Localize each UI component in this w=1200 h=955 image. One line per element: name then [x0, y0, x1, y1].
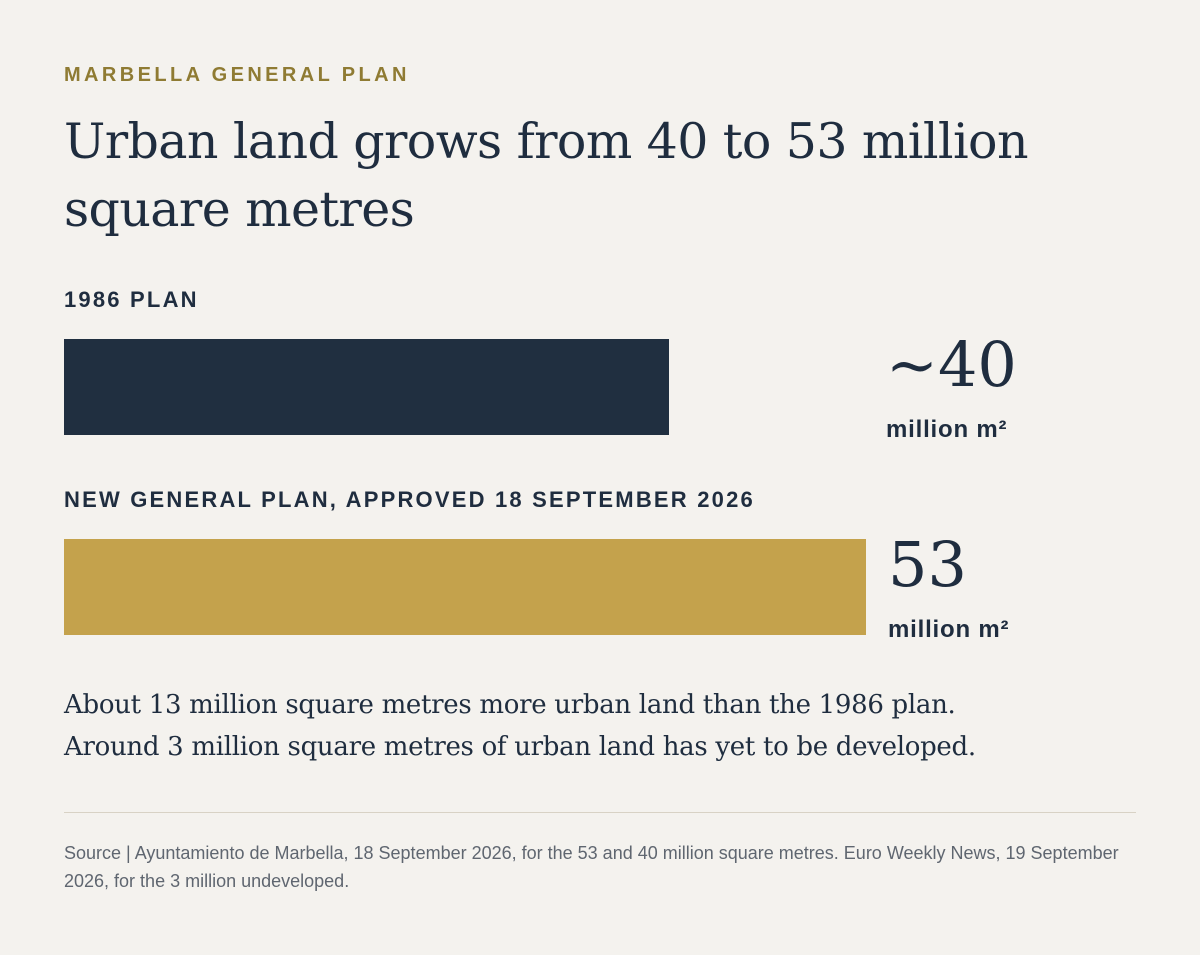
- divider: [64, 812, 1136, 813]
- bar-label-1986-plan: 1986 PLAN: [64, 287, 199, 312]
- unit-label-1986-plan: million m²: [886, 416, 1008, 443]
- chart-title: Urban land grows from 40 to 53 million s…: [64, 113, 1029, 238]
- unit-label-new-general-plan: million m²: [888, 616, 1010, 643]
- summary-line-2: Around 3 million square metres of urban …: [64, 732, 976, 762]
- summary-line-1: About 13 million square metres more urba…: [64, 690, 956, 720]
- kicker: MARBELLA GENERAL PLAN: [64, 64, 410, 86]
- bar-1986-plan: [64, 339, 669, 435]
- value-label-1986-plan: ~40: [886, 328, 1017, 401]
- source-note: Source | Ayuntamiento de Marbella, 18 Se…: [64, 843, 1119, 891]
- bar-new-general-plan: [64, 539, 866, 635]
- bar-label-new-general-plan: NEW GENERAL PLAN, APPROVED 18 SEPTEMBER …: [64, 487, 755, 512]
- summary-text: About 13 million square metres more urba…: [64, 684, 1164, 768]
- value-label-new-general-plan: 53: [888, 528, 967, 601]
